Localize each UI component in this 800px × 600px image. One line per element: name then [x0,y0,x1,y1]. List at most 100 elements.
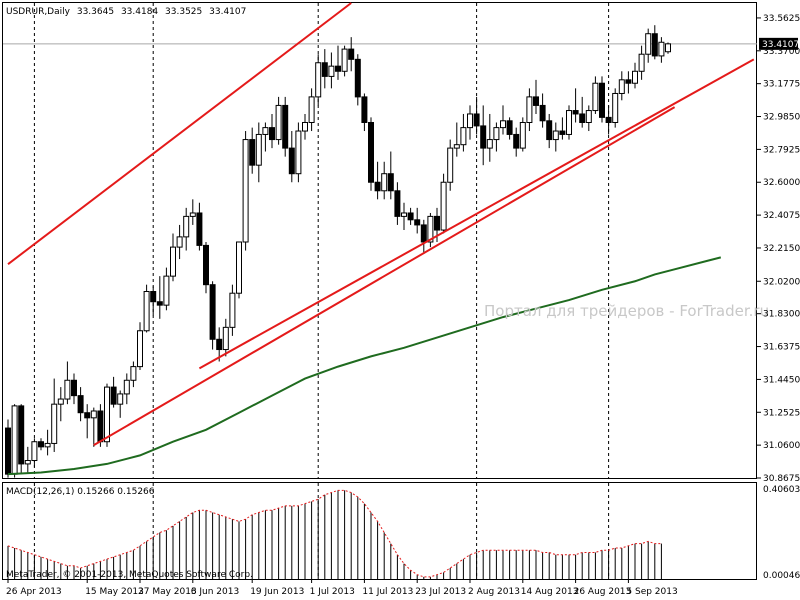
time-tick-label-1: 15 May 2013 [85,587,144,597]
candle-body-bull [638,53,645,72]
candle-body-bull [90,410,97,419]
candle-76 [506,117,513,140]
candle-body-bear [354,58,361,98]
candle-body-bull [315,62,322,98]
candle-body-bull [585,110,592,123]
candle-89 [592,76,599,114]
candle-body-bull [123,379,130,395]
candle-13 [90,407,97,447]
candle-49 [328,52,335,89]
open-value: 33.3645 [77,7,114,17]
candle-body-bear [71,379,77,397]
candle-5 [38,438,44,451]
candle-body-bear [5,427,11,475]
candle-54 [361,93,368,132]
candle-body-bull [31,441,38,462]
candle-88 [585,105,592,132]
candle-body-bull [170,246,176,277]
price-tick-label-1: 33.3700 [763,47,800,57]
candle-72 [480,105,487,166]
price-tick-label-12: 31.2525 [763,408,800,418]
candle-body-bull [440,181,447,231]
candle-4 [31,438,38,468]
candle-47 [315,54,322,106]
candle-body-bear [203,244,209,286]
candle-46 [308,88,315,132]
candle-body-bear [97,410,104,443]
candle-53 [354,54,361,106]
candle-body-bull [302,121,308,132]
candle-body-bull [143,290,150,332]
candle-body-bear [196,212,203,246]
macd-tick-label-0: 0.40603 [763,485,800,495]
candle-body-bull [183,215,190,238]
candle-body-bear [539,104,546,122]
candle-93 [618,71,625,101]
candle-body-bear [533,96,539,106]
candle-body-bear [361,96,368,123]
candle-68 [453,122,460,157]
candle-body-bear [18,405,25,465]
candle-body-bear [84,412,91,419]
candle-67 [447,139,454,191]
candle-body-bear [209,284,216,340]
price-tick-label-7: 32.2150 [763,244,800,254]
candle-73 [486,113,493,162]
low-value: 33.3525 [165,7,202,17]
macd-signal [7,489,662,578]
time-tick-label-3: 6 Jun 2013 [191,587,239,597]
candle-body-bull [11,405,18,475]
candle-body-bear [572,110,579,115]
candle-body-bull [222,326,229,351]
candle-56 [374,161,381,200]
candle-35 [236,241,242,299]
candle-22 [150,286,157,316]
candle-66 [440,173,447,234]
candle-body-bull [519,121,526,149]
candle-body-bear [110,386,117,405]
candle-55 [368,117,374,191]
candle-body-bear [150,290,157,303]
candle-12 [84,404,91,439]
candle-body-bear [434,215,440,231]
candle-63 [420,219,427,254]
candle-24 [163,267,170,311]
candle-7 [51,378,58,452]
candle-83 [552,122,559,152]
candle-18 [123,373,130,405]
candle-50 [335,45,341,80]
candle-body-bull [308,96,315,123]
candle-78 [519,117,526,152]
candle-23 [156,276,163,319]
candle-21 [143,284,150,333]
candle-58 [387,151,394,200]
candle-40 [269,113,275,149]
candle-body-bear [348,48,355,60]
watermark: Портал для трейдеров - ForTrader.ru [484,302,769,320]
price-tick-label-8: 32.0200 [763,277,800,287]
candle-52 [348,37,355,72]
time-tick-label-2: 27 May 2013 [138,587,197,597]
channel-line-2 [198,58,755,370]
price-tick-label-13: 31.0600 [763,441,800,451]
candle-80 [533,79,539,114]
candle-94 [625,71,632,94]
main-plot-frame [2,2,757,479]
price-tick-label-0: 33.5625 [763,14,800,24]
candle-body-bull [229,292,236,328]
candle-28 [189,199,196,225]
candle-body-bear [513,133,520,149]
time-tick-label-8: 2 Aug 2013 [468,587,520,597]
current-price-label: 33.4107 [762,40,799,50]
candle-42 [282,96,289,157]
candle-body-bull [57,398,64,405]
candle-body-bear [387,173,394,192]
price-axis: 33.5625 33.3700 33.1775 32.9850 32.7925 32.60… [757,14,800,484]
chart-header: USDRUR,Daily 33.3645 33.4184 33.3525 33.… [6,7,246,17]
candle-body-bear [77,395,84,414]
symbol-label: USDRUR,Daily [6,7,71,17]
candle-body-bull [242,139,249,243]
candle-71 [473,96,480,135]
candle-body-bull [176,236,183,248]
